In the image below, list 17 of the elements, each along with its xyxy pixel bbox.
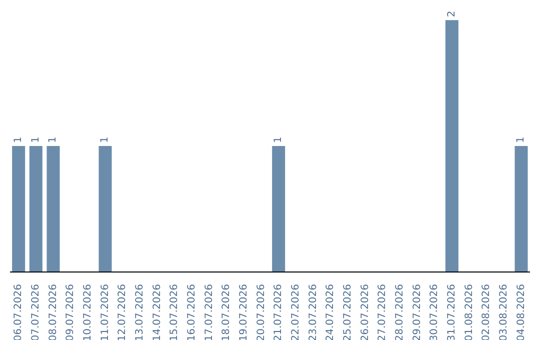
data-label: 1	[30, 136, 42, 144]
x-tick-label: 10.07.2026	[82, 284, 94, 340]
x-tick-label: 14.07.2026	[152, 284, 163, 340]
data-label: 1	[516, 136, 527, 144]
x-tick-label: 11.07.2026	[100, 284, 111, 340]
x-tick-label: 18.07.2026	[221, 284, 232, 340]
data-label: 1	[13, 136, 24, 144]
x-tick-label: 16.07.2026	[186, 284, 198, 340]
x-tick-label: 12.07.2026	[117, 284, 128, 340]
data-label: 1	[273, 136, 284, 144]
x-tick-label: 15.07.2026	[169, 284, 180, 340]
x-tick-label: 19.07.2026	[238, 284, 250, 340]
data-label: 1	[48, 136, 59, 144]
x-tick-label: 13.07.2026	[134, 284, 146, 340]
data-label: 2	[446, 10, 458, 18]
data-label: 1	[100, 136, 111, 144]
x-tick-label: 17.07.2026	[204, 284, 215, 340]
